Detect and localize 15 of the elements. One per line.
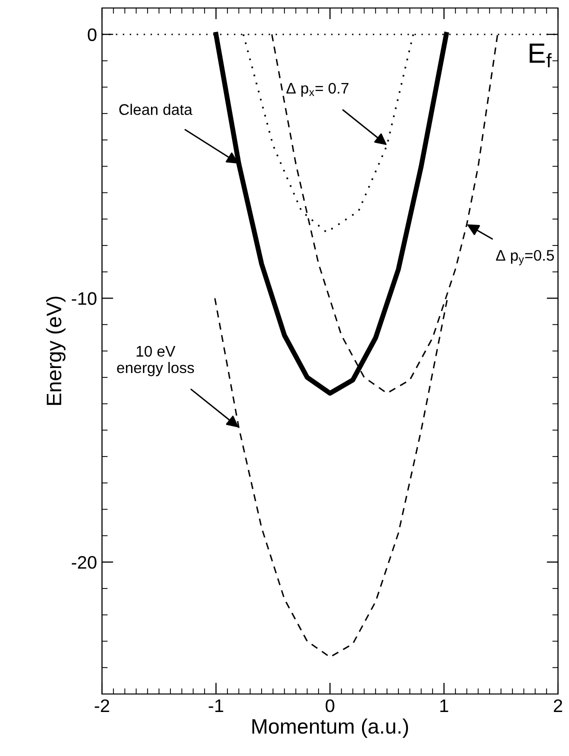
x-tick-label: 2 (554, 699, 562, 712)
y-tick-label: -10 (72, 292, 96, 305)
x-tick-label: -1 (208, 700, 224, 712)
x-tick-label: 1 (440, 700, 448, 712)
y-tick-label: -20 (72, 556, 96, 569)
annotation: Δ p$_{x}$= 0.7 (286, 82, 348, 97)
y-tick-label: 0 (88, 28, 96, 42)
x-tick-label: 0 (326, 699, 334, 712)
annotation: Δ p$_{y}$=0.5 (496, 250, 554, 266)
y-axis-title: Energy (eV) (46, 296, 66, 405)
x-tick-label: -2 (94, 699, 110, 712)
annotation: Clean data (119, 104, 192, 115)
annotation: 10 eV energy loss (117, 346, 194, 376)
x-axis-title: Momentum (a.u.) (252, 718, 408, 738)
ref-line-label: E$_{f}$ (530, 44, 552, 68)
